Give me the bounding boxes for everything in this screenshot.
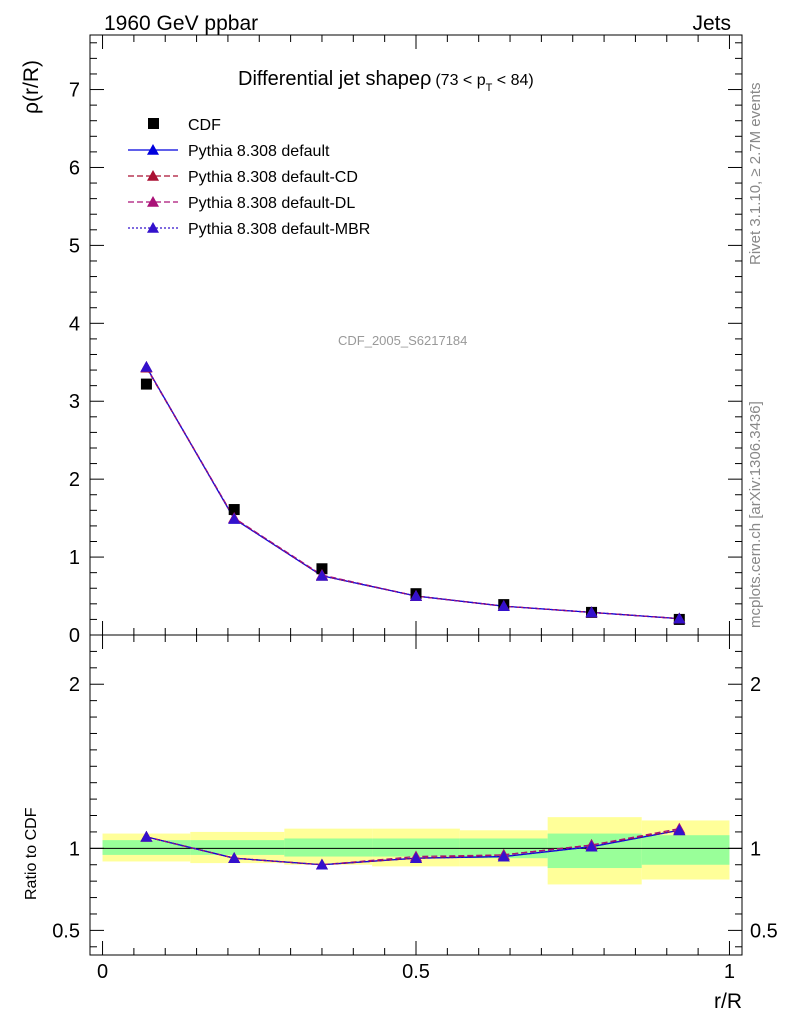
- ratio-y-tick-label: 2: [69, 674, 80, 696]
- uncertainty-band-green: [641, 835, 730, 865]
- uncertainty-band-green: [190, 840, 285, 855]
- series-line: [145, 366, 680, 620]
- rivet-version-label: Rivet 3.1.10, ≥ 2.7M events: [747, 83, 764, 266]
- x-tick-label: 0.5: [402, 961, 430, 983]
- mcplots-label: mcplots.cern.ch [arXiv:1306.3436]: [747, 401, 764, 628]
- cdf-data-point: [140, 378, 152, 390]
- mc-point: [497, 600, 510, 611]
- legend-label: Pythia 8.308 default: [188, 143, 330, 160]
- legend-marker: [147, 144, 159, 155]
- main-y-tick-label: 4: [69, 313, 80, 335]
- mc-point: [673, 612, 686, 624]
- ratio-point: [497, 850, 510, 862]
- ratio-y-tick-label: 0.5: [52, 920, 80, 942]
- mc-point: [410, 590, 422, 601]
- ratio-point: [228, 852, 241, 863]
- main-y-axis: 0 1 2 3 4 5 6 7: [69, 42, 742, 647]
- legend-marker: [147, 170, 159, 181]
- main-y-tick-label: 3: [69, 391, 80, 413]
- ratio-plot-content: [90, 817, 742, 885]
- ratio-point: [140, 830, 153, 842]
- mc-point: [315, 569, 328, 581]
- x-tick-label: 0: [97, 961, 108, 983]
- legend-label: Pythia 8.308 default-CD: [188, 169, 358, 186]
- analysis-watermark: CDF_2005_S6217184: [338, 333, 467, 348]
- legend-label: CDF: [188, 117, 221, 134]
- main-y-tick-label: 7: [69, 80, 80, 102]
- main-title: Differential jet shapeρ (73 < pT < 84): [238, 68, 534, 94]
- main-y-tick-label: 0: [69, 625, 80, 647]
- x-tick-label: 1: [724, 961, 735, 983]
- ratio-x-axis: 0 0.5 1: [97, 635, 735, 983]
- mc-point: [228, 512, 241, 524]
- main-plot-content: [140, 360, 686, 625]
- legend-marker-cdf: [148, 118, 159, 129]
- ratio-y-axis: 0.5 0.5 1 1 2 2: [52, 650, 778, 948]
- ratio-point: [585, 840, 598, 852]
- legend-label: Pythia 8.308 default-MBR: [188, 221, 370, 238]
- main-panel: 0 1 2 3 4 5 6 7 ρ(r/R) CDF_2005_S6217184 Differ…: [20, 34, 743, 647]
- ratio-frame: [89, 634, 743, 956]
- series-line: [145, 366, 680, 620]
- header-energy: 1960 GeV ppbar: [104, 12, 258, 35]
- legend: CDF Pythia 8.308 default Pythia 8.308 defa…: [128, 117, 370, 238]
- series-line: [145, 367, 680, 620]
- main-y-axis-label: ρ(r/R): [20, 60, 43, 114]
- cdf-data-point: [316, 563, 328, 575]
- uncertainty-band-green: [284, 838, 373, 857]
- legend-marker: [147, 196, 159, 207]
- ratio-point: [315, 858, 328, 870]
- ratio-y-tick-label-right: 0.5: [750, 920, 778, 942]
- main-y-tick-label: 1: [69, 547, 80, 569]
- ratio-y-tick-label-right: 2: [750, 674, 761, 696]
- legend-label: Pythia 8.308 default-DL: [188, 195, 355, 212]
- x-axis-label: r/R: [714, 990, 742, 1013]
- mc-point: [140, 360, 153, 372]
- ratio-y-tick-label-right: 1: [750, 838, 761, 860]
- main-y-tick-label: 5: [69, 235, 80, 257]
- ratio-point: [673, 824, 686, 836]
- uncertainty-band-green: [102, 840, 191, 855]
- ratio-y-axis-label: Ratio to CDF: [23, 807, 40, 900]
- cdf-data-point: [228, 504, 240, 516]
- ratio-panel: 0.5 0.51 12 2 0 0.5 1 Ratio to CDF r/R: [23, 634, 778, 1013]
- uncertainty-band-green: [372, 838, 460, 857]
- series-line: [145, 366, 680, 620]
- ratio-point: [410, 852, 422, 863]
- ratio-y-tick-label: 1: [69, 838, 80, 860]
- main-x-ticks: [102, 35, 730, 635]
- mc-point: [585, 606, 598, 618]
- main-y-tick-label: 2: [69, 469, 80, 491]
- main-y-tick-label: 6: [69, 157, 80, 179]
- legend-marker: [147, 222, 159, 233]
- header-process: Jets: [692, 12, 731, 35]
